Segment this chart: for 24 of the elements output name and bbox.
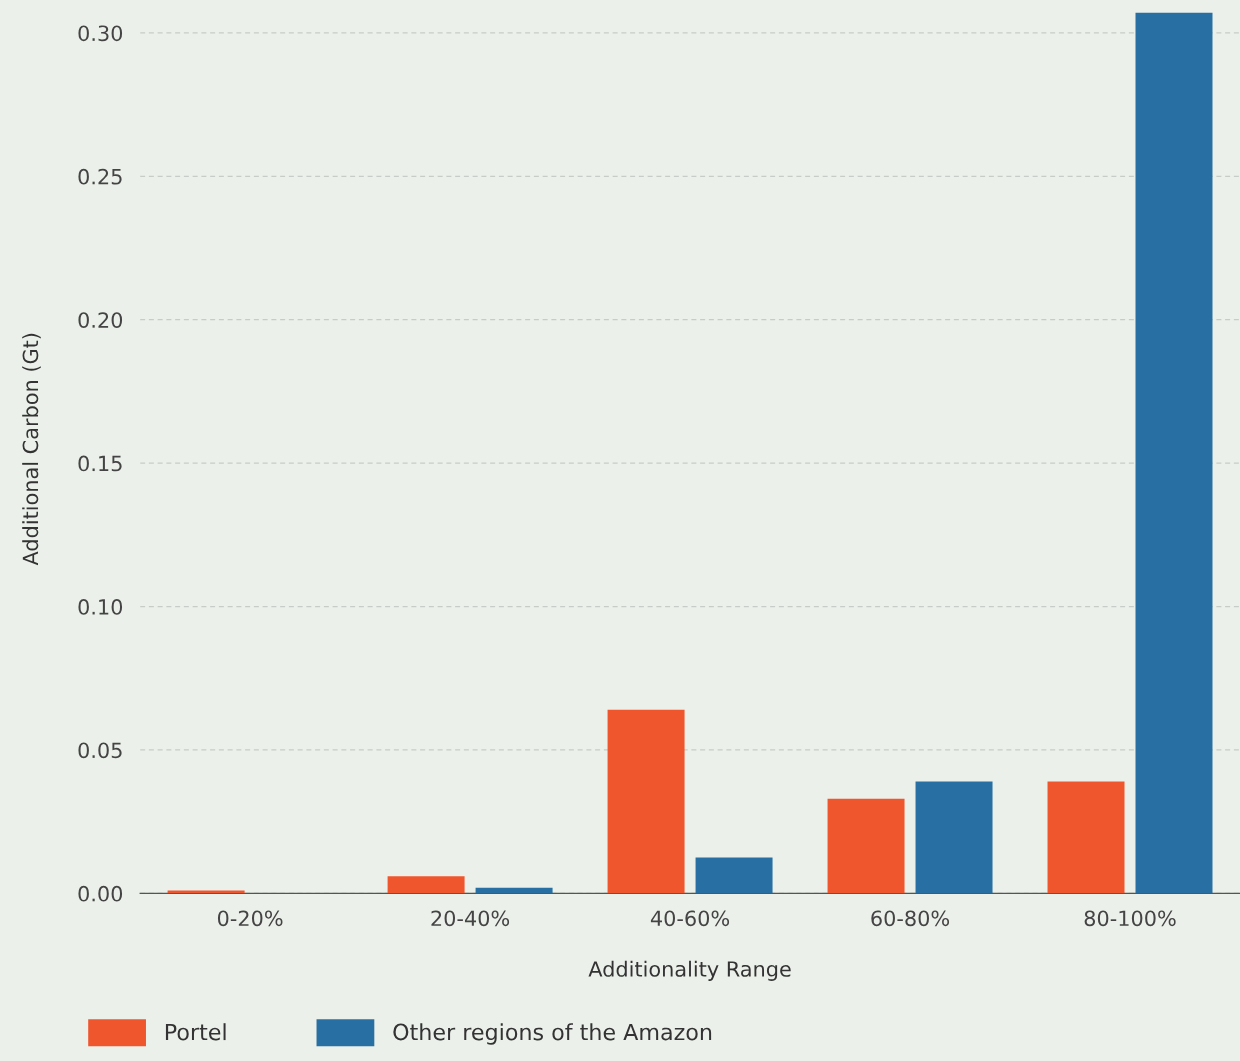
y-tick-label: 0.20 [78,312,123,328]
y-axis-title: Additional Carbon (Gt) [22,333,41,566]
x-axis-title: Additionality Range [588,960,791,981]
bar [607,709,685,894]
x-tick-label: 40-60% [650,910,730,927]
y-tick-label: 0.05 [78,742,122,759]
bar [695,857,773,894]
x-tick-label: 80-100% [1084,910,1176,927]
y-tick-label: 0.25 [78,168,122,185]
legend-label: Portel [165,1023,226,1041]
x-tick-label: 20-40% [431,910,510,927]
bar [387,876,465,894]
y-tick-label: 0.00 [78,885,123,902]
bar [167,890,245,894]
x-tick-label: 0-20% [217,910,283,927]
bar [1135,12,1213,894]
legend-label: Other regions of the Amazon [393,1023,712,1045]
y-tick-label: 0.10 [78,599,123,615]
y-tick-label: 0.30 [78,25,123,42]
bar [915,781,993,894]
bar [1047,781,1125,894]
y-tick-label: 0.15 [78,455,122,472]
x-tick-label: 60-80% [871,910,950,927]
bar [827,798,905,894]
